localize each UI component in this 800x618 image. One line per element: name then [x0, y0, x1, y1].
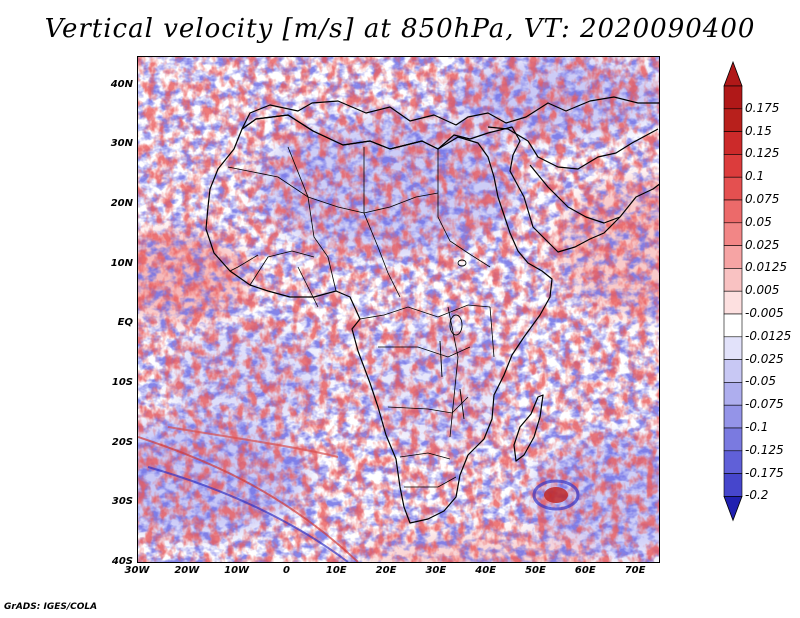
lat-tick-label: 10N	[110, 257, 133, 269]
lon-tick-label: 10E	[325, 565, 347, 576]
colorbar-level-label: 0.005	[745, 283, 780, 298]
lat-tick-label: 40S	[111, 556, 133, 567]
lon-tick-label: 10W	[224, 565, 250, 576]
colorbar-level-label: -0.0125	[745, 328, 792, 343]
colorbar-level-label: -0.1	[745, 420, 769, 434]
lat-tick-label: 20S	[111, 436, 133, 448]
colorbar-swatch	[723, 336, 743, 360]
colorbar-top-arrow	[723, 60, 743, 87]
lon-tick-label: 20W	[174, 565, 200, 576]
lat-tick-label: 30S	[111, 496, 133, 508]
colorbar-level-label: 0.15	[745, 123, 772, 138]
colorbar-swatch	[723, 427, 743, 452]
colorbar-swatch	[723, 222, 743, 246]
colorbar-swatch	[723, 245, 743, 269]
lon-tick-label: 50E	[525, 565, 546, 576]
colorbar-swatch	[723, 154, 743, 178]
colorbar-swatch	[723, 290, 743, 315]
map-title: Vertical velocity [m/s] at 850hPa, VT: 2…	[44, 14, 756, 44]
colorbar-swatch	[723, 473, 743, 497]
colorbar-level-label: -0.175	[745, 465, 784, 480]
lat-tick-label: 40N	[110, 78, 133, 90]
colorbar-level-label: 0.175	[745, 100, 780, 115]
lat-tick-label: 20N	[110, 198, 133, 210]
colorbar-level-label: 0.05	[745, 214, 772, 229]
colorbar-swatch	[723, 313, 743, 338]
lon-tick-label: 30W	[124, 565, 150, 576]
colorbar-level-label: -0.05	[745, 374, 777, 389]
colorbar-swatch	[723, 199, 743, 224]
lat-tick-label: 10S	[111, 377, 133, 389]
colorbar-swatch	[723, 404, 743, 429]
colorbar-swatch	[723, 131, 743, 155]
colorbar	[723, 60, 743, 522]
colorbar-swatch	[723, 450, 743, 474]
map-panel	[137, 56, 660, 563]
lon-tick-label: 20E	[375, 565, 397, 576]
grads-credit: GrADS: IGES/COLA	[4, 602, 98, 612]
colorbar-level-label: -0.075	[745, 397, 784, 412]
coastlines	[205, 96, 659, 524]
colorbar-swatch	[723, 108, 743, 132]
lat-tick-label: 30N	[110, 138, 133, 150]
lon-tick-label: 30E	[425, 565, 447, 576]
colorbar-level-label: 0.1	[745, 169, 765, 184]
colorbar-swatch	[723, 359, 743, 383]
cyclone-feature	[532, 479, 580, 511]
lakes	[439, 259, 467, 420]
colorbar-level-label: 0.075	[745, 192, 780, 206]
colorbar-level-label: -0.2	[745, 488, 769, 503]
colorbar-swatch	[723, 176, 743, 201]
velocity-map	[138, 57, 659, 562]
colorbar-bottom-arrow	[723, 495, 743, 522]
lon-tick-label: 60E	[574, 565, 596, 576]
colorbar-level-label: 0.0125	[745, 260, 787, 275]
lon-tick-label: 0	[282, 565, 290, 576]
colorbar-swatch	[723, 85, 743, 110]
lon-tick-label: 70E	[624, 565, 646, 576]
colorbar-level-label: -0.005	[745, 306, 784, 320]
lon-tick-label: 40E	[475, 565, 497, 576]
colorbar-level-label: -0.125	[745, 442, 784, 457]
colorbar-level-label: -0.025	[745, 351, 784, 366]
lat-tick-label: EQ	[117, 317, 133, 329]
colorbar-level-label: 0.025	[745, 237, 780, 252]
colorbar-swatch	[723, 268, 743, 292]
colorbar-level-label: 0.125	[745, 146, 780, 161]
colorbar-swatch	[723, 382, 743, 406]
country-borders	[227, 146, 495, 488]
